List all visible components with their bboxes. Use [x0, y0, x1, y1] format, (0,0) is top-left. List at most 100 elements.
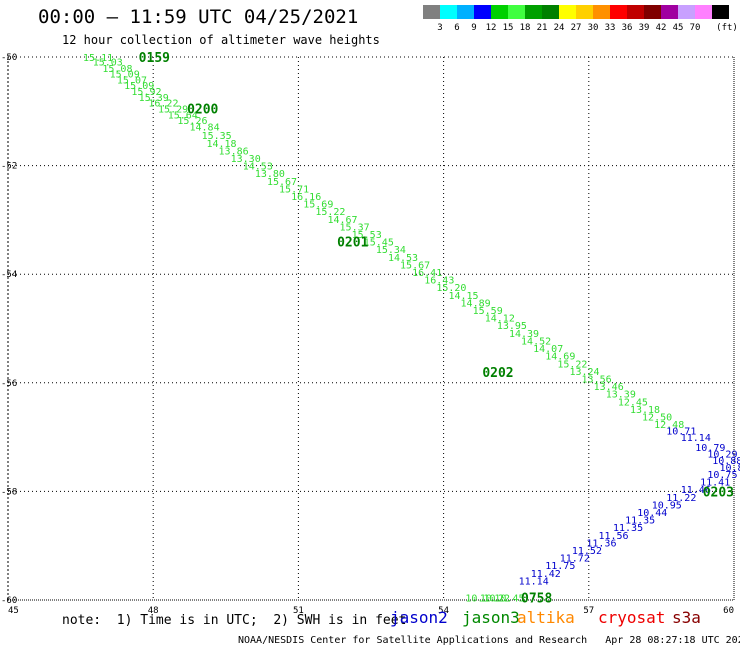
legend-swatch	[508, 5, 525, 19]
legend-swatch	[542, 5, 559, 19]
wave-height-label: 11.46	[681, 485, 711, 496]
wave-height-label: 15.22	[315, 207, 345, 218]
satellite-label: jason2	[390, 608, 448, 627]
legend-label: 27	[570, 23, 582, 33]
wave-height-label: 14.12	[485, 314, 515, 325]
legend-swatch	[712, 5, 729, 19]
wave-height-label: 13.24	[569, 367, 599, 378]
wave-height-label: 10.89	[719, 463, 740, 474]
wave-height-label: 14.07	[533, 344, 563, 355]
wave-height-label: 10.71	[666, 427, 696, 438]
wave-height-label: 14.39	[509, 329, 539, 340]
wave-height-label: 15.07	[117, 75, 147, 86]
wave-height-label: 15.53	[352, 230, 382, 241]
wave-height-label: 13.46	[594, 382, 624, 393]
wave-height-label: 10.79	[695, 443, 725, 454]
wave-height-label: 13.86	[219, 146, 249, 157]
map-tick-labels: 45 48 51 54 57 60 -50 -52 -54 -56 -58 -60	[1, 53, 734, 616]
wave-height-label: 14.52	[521, 336, 551, 347]
wave-height-label: 14.53	[388, 253, 418, 264]
wave-height-label: 15.08	[102, 64, 132, 75]
wave-height-label: 15.92	[131, 87, 161, 98]
wave-height-label: 10.45	[494, 593, 524, 604]
wave-height-label: 15.11	[83, 53, 113, 64]
lat-tick-label: -54	[1, 270, 17, 280]
wave-height-label: 10.29	[707, 449, 737, 460]
lon-tick-label: 57	[583, 606, 594, 616]
wave-height-label: 15.67	[267, 177, 297, 188]
wave-height-label: 16.43	[424, 276, 454, 287]
time-labels: 0159 0200 0201 0202 0203 0758	[139, 51, 734, 606]
wave-height-label: 15.35	[202, 131, 232, 142]
legend-label: 33	[604, 23, 616, 33]
time-label: 0758	[521, 591, 552, 606]
wave-height-label: 15.64	[168, 111, 198, 122]
footer-credit: NOAA/NESDIS Center for Satellite Applica…	[238, 635, 740, 646]
legend-swatch	[678, 5, 695, 19]
lat-tick-label: -56	[1, 379, 17, 389]
wave-height-label: 13.95	[497, 321, 527, 332]
time-label: 0202	[482, 366, 513, 381]
wave-height-label: 12.50	[642, 412, 672, 423]
legend-swatch	[593, 5, 610, 19]
legend-label: 42	[655, 23, 667, 33]
wave-height-label: 14.89	[461, 298, 491, 309]
wave-height-label: 11.14	[681, 433, 711, 444]
legend-swatch	[644, 5, 661, 19]
wave-height-label: 10.95	[652, 500, 682, 511]
legend-label: 30	[587, 23, 599, 33]
legend-swatch	[559, 5, 576, 19]
wave-height-label: 13.56	[582, 374, 612, 385]
legend-swatch	[610, 5, 627, 19]
wave-height-label: 10.75	[707, 470, 737, 481]
satellite-label: s3a	[672, 608, 701, 627]
wave-height-label: 10.44	[637, 508, 667, 519]
legend-label: 24	[553, 23, 565, 33]
wave-height-label: 13.39	[606, 390, 636, 401]
lat-tick-label: -50	[1, 53, 17, 63]
wave-height-label: 15.71	[279, 184, 309, 195]
wave-height-label: 15.09	[110, 69, 140, 80]
wave-height-label: 13.18	[630, 405, 660, 416]
chart-subtitle: 12 hour collection of altimeter wave hei…	[62, 33, 380, 47]
legend-label: 9	[471, 23, 477, 33]
legend-swatch	[576, 5, 593, 19]
legend-unit: (ft)	[716, 23, 738, 33]
wave-height-label: 15.29	[158, 105, 188, 116]
legend-label: 15	[502, 23, 514, 33]
altimeter-tracks: 15.1115.0315.0815.0915.0715.0915.9215.39…	[83, 53, 740, 604]
map-grid	[7, 56, 735, 601]
lat-tick-label: -60	[1, 596, 17, 606]
wave-height-label: 15.09	[124, 81, 154, 92]
wave-height-label: 11.41	[700, 478, 730, 489]
legend-label: 39	[638, 23, 650, 33]
wave-height-label: 14.69	[545, 352, 575, 363]
map-frame	[7, 56, 735, 601]
wave-height-label: 15.39	[139, 93, 169, 104]
wave-height-label: 16.22	[148, 99, 178, 110]
wave-height-label: 15.45	[364, 238, 394, 249]
wave-height-label: 11.22	[666, 493, 696, 504]
wave-height-label: 15.67	[400, 260, 430, 271]
chart-title: 00:00 – 11:59 UTC 04/25/2021	[38, 6, 359, 28]
wave-height-label: 11.35	[625, 516, 655, 527]
wave-height-label: 16.41	[412, 268, 442, 279]
wave-height-label: 15.22	[557, 359, 587, 370]
legend-label: 70	[689, 23, 701, 33]
wave-height-label: 11.72	[560, 554, 590, 565]
legend-swatch	[491, 5, 508, 19]
lon-tick-label: 48	[148, 606, 159, 616]
wave-height-label: 14.15	[448, 291, 478, 302]
wave-height-label: 11.42	[531, 569, 561, 580]
legend-swatch	[440, 5, 457, 19]
wave-height-label: 15.26	[177, 116, 207, 127]
time-label: 0159	[139, 51, 170, 66]
wave-height-label: 11.52	[572, 546, 602, 557]
time-label: 0201	[337, 236, 368, 251]
legend-label: 6	[454, 23, 460, 33]
wave-height-label: 11.75	[545, 561, 575, 572]
legend-label: 21	[536, 23, 548, 33]
legend-label: 36	[621, 23, 633, 33]
lon-tick-label: 60	[723, 606, 734, 616]
wave-height-label: 13.80	[255, 169, 285, 180]
